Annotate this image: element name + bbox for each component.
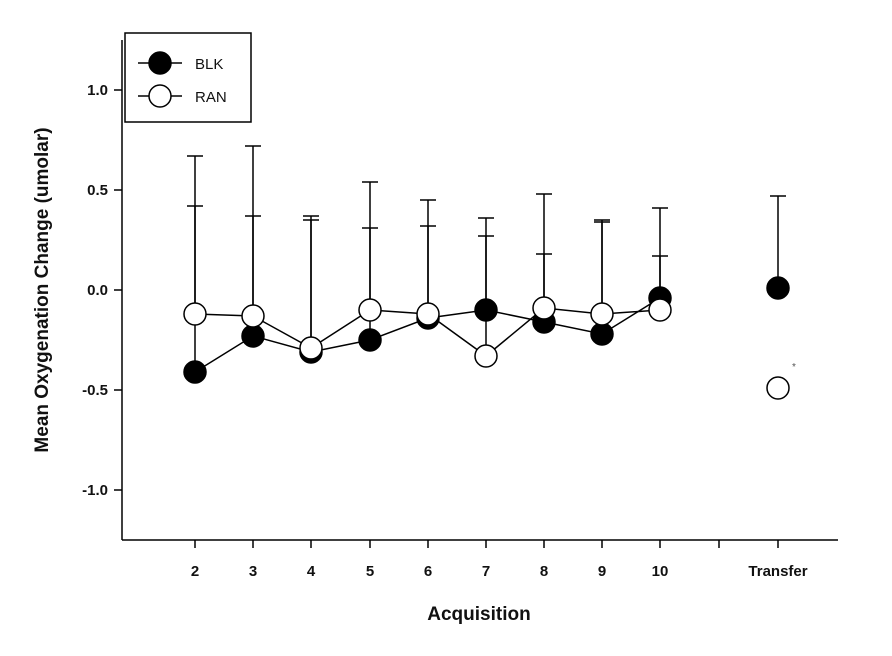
x-tick-label: 3 <box>249 563 257 580</box>
marker-blk <box>766 276 790 300</box>
y-axis-title: Mean Oxygenation Change (umolar) <box>32 127 53 452</box>
x-tick-label: 2 <box>191 563 199 580</box>
y-tick-label: 0.0 <box>87 282 108 299</box>
y-tick-label: -0.5 <box>82 382 108 399</box>
y-tick-label: 0.5 <box>87 182 108 199</box>
legend-marker-blk <box>148 51 172 75</box>
x-tick-label: 10 <box>652 563 669 580</box>
legend-label-ran: RAN <box>195 89 227 106</box>
x-tick-label: 7 <box>482 563 490 580</box>
marker-blk <box>183 360 207 384</box>
marker-blk <box>590 322 614 346</box>
marker-ran <box>183 302 207 326</box>
x-tick-label: 9 <box>598 563 606 580</box>
x-axis-title: Acquisition <box>427 604 530 625</box>
x-tick-label: Transfer <box>748 563 807 580</box>
marker-blk <box>358 328 382 352</box>
marker-ran <box>416 302 440 326</box>
legend-marker-ran <box>148 84 172 108</box>
significance-annotation: * <box>792 362 796 373</box>
marker-ran <box>648 298 672 322</box>
legend-box <box>124 32 252 123</box>
legend: BLK RAN <box>124 32 252 123</box>
marker-blk <box>241 324 265 348</box>
error-bars <box>187 145 786 372</box>
marker-ran <box>766 376 790 400</box>
marker-ran <box>590 302 614 326</box>
marker-ran <box>474 344 498 368</box>
marker-ran <box>358 298 382 322</box>
x-tick-label: 4 <box>307 563 316 580</box>
marker-ran <box>241 304 265 328</box>
y-axis-ticks: 1.0 0.5 0.0 -0.5 -1.0 <box>82 82 122 499</box>
legend-label-blk: BLK <box>195 56 223 73</box>
data-markers <box>183 276 790 400</box>
marker-blk <box>474 298 498 322</box>
marker-ran <box>532 296 556 320</box>
x-tick-label: 5 <box>366 563 374 580</box>
marker-ran <box>299 336 323 360</box>
x-tick-label: 8 <box>540 563 548 580</box>
x-axis-ticks: 2 3 4 5 6 7 8 9 10 Transfer <box>191 540 808 580</box>
y-tick-label: 1.0 <box>87 82 108 99</box>
x-tick-label: 6 <box>424 563 432 580</box>
annotations: * <box>792 362 796 373</box>
y-tick-label: -1.0 <box>82 482 108 499</box>
